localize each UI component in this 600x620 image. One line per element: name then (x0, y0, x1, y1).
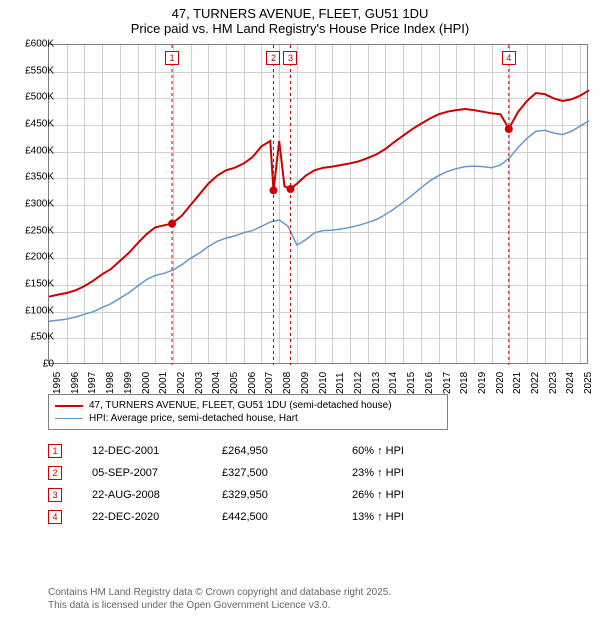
legend: 47, TURNERS AVENUE, FLEET, GU51 1DU (sem… (48, 394, 448, 430)
x-axis-label: 2015 (406, 372, 417, 394)
x-axis-label: 2005 (229, 372, 240, 394)
legend-row: HPI: Average price, semi-detached house,… (55, 412, 441, 425)
x-axis-label: 1999 (123, 372, 134, 394)
sales-date: 12-DEC-2001 (92, 445, 222, 457)
x-axis-label: 2001 (158, 372, 169, 394)
sale-marker-box: 3 (283, 51, 297, 65)
sales-marker: 3 (48, 488, 62, 502)
plot-area: 1 23 4 (48, 44, 588, 364)
x-axis-label: 2003 (194, 372, 205, 394)
sales-marker: 4 (48, 510, 62, 524)
sales-pct: 26% ↑ HPI (352, 489, 482, 501)
legend-swatch (55, 405, 83, 407)
sale-marker-box: 2 (266, 51, 280, 65)
title-line1: 47, TURNERS AVENUE, FLEET, GU51 1DU (0, 6, 600, 21)
sales-row: 1 12-DEC-2001£264,95060% ↑ HPI (48, 440, 548, 462)
sales-pct: 23% ↑ HPI (352, 467, 482, 479)
sale-dot (269, 186, 277, 194)
sales-pct: 13% ↑ HPI (352, 511, 482, 523)
sale-marker-box: 1 (165, 51, 179, 65)
y-axis-label: £0 (14, 359, 54, 370)
x-axis-label: 2018 (459, 372, 470, 394)
sales-pct: 60% ↑ HPI (352, 445, 482, 457)
property-line (49, 90, 589, 296)
footer-line2: This data is licensed under the Open Gov… (48, 599, 391, 612)
x-axis-label: 1996 (70, 372, 81, 394)
x-axis-label: 2002 (176, 372, 187, 394)
x-axis-label: 2023 (548, 372, 559, 394)
x-axis-label: 2019 (477, 372, 488, 394)
sales-price: £329,950 (222, 489, 352, 501)
x-axis-label: 2016 (424, 372, 435, 394)
y-axis-label: £350K (14, 172, 54, 183)
sales-row: 3 22-AUG-2008£329,95026% ↑ HPI (48, 484, 548, 506)
x-axis-label: 2000 (141, 372, 152, 394)
x-axis-label: 1995 (52, 372, 63, 394)
x-axis-label: 1998 (105, 372, 116, 394)
x-axis-label: 2020 (495, 372, 506, 394)
hpi-line (49, 121, 589, 322)
x-axis-label: 2008 (282, 372, 293, 394)
y-axis-label: £150K (14, 279, 54, 290)
y-axis-label: £400K (14, 145, 54, 156)
chart-svg (49, 45, 587, 363)
x-axis-label: 2021 (512, 372, 523, 394)
sales-price: £442,500 (222, 511, 352, 523)
sales-table: 1 12-DEC-2001£264,95060% ↑ HPI 2 05-SEP-200… (48, 440, 548, 528)
footer-line1: Contains HM Land Registry data © Crown c… (48, 586, 391, 599)
sale-dot (168, 220, 176, 228)
y-axis-label: £50K (14, 332, 54, 343)
x-axis-label: 2006 (247, 372, 258, 394)
legend-row: 47, TURNERS AVENUE, FLEET, GU51 1DU (sem… (55, 399, 441, 412)
x-axis-label: 2007 (264, 372, 275, 394)
legend-label: HPI: Average price, semi-detached house,… (89, 413, 298, 424)
title-block: 47, TURNERS AVENUE, FLEET, GU51 1DU Pric… (0, 0, 600, 38)
sales-row: 4 22-DEC-2020£442,50013% ↑ HPI (48, 506, 548, 528)
x-axis-label: 2025 (583, 372, 594, 394)
x-axis-label: 2024 (565, 372, 576, 394)
sales-price: £327,500 (222, 467, 352, 479)
legend-swatch (55, 418, 83, 419)
sales-row: 2 05-SEP-2007£327,50023% ↑ HPI (48, 462, 548, 484)
sales-price: £264,950 (222, 445, 352, 457)
x-axis-label: 2004 (211, 372, 222, 394)
y-axis-label: £300K (14, 199, 54, 210)
y-axis-label: £200K (14, 252, 54, 263)
title-line2: Price paid vs. HM Land Registry's House … (0, 21, 600, 36)
x-axis-label: 2010 (318, 372, 329, 394)
sale-dot (286, 185, 294, 193)
sales-date: 22-DEC-2020 (92, 511, 222, 523)
sales-date: 05-SEP-2007 (92, 467, 222, 479)
y-axis-label: £500K (14, 92, 54, 103)
footer-text: Contains HM Land Registry data © Crown c… (48, 586, 391, 612)
legend-label: 47, TURNERS AVENUE, FLEET, GU51 1DU (sem… (89, 400, 392, 411)
y-axis-label: £600K (14, 39, 54, 50)
x-axis-label: 2013 (371, 372, 382, 394)
y-axis-label: £550K (14, 65, 54, 76)
x-axis-label: 1997 (87, 372, 98, 394)
sale-marker-box: 4 (502, 51, 516, 65)
x-axis-label: 2012 (353, 372, 364, 394)
sales-marker: 1 (48, 444, 62, 458)
x-axis-label: 2022 (530, 372, 541, 394)
x-axis-label: 2009 (300, 372, 311, 394)
y-axis-label: £100K (14, 305, 54, 316)
x-axis-label: 2014 (388, 372, 399, 394)
x-axis-label: 2017 (442, 372, 453, 394)
y-axis-label: £250K (14, 225, 54, 236)
sales-date: 22-AUG-2008 (92, 489, 222, 501)
chart-container: 47, TURNERS AVENUE, FLEET, GU51 1DU Pric… (0, 0, 600, 620)
x-axis-label: 2011 (335, 372, 346, 394)
sale-dot (505, 125, 513, 133)
sales-marker: 2 (48, 466, 62, 480)
y-axis-label: £450K (14, 119, 54, 130)
